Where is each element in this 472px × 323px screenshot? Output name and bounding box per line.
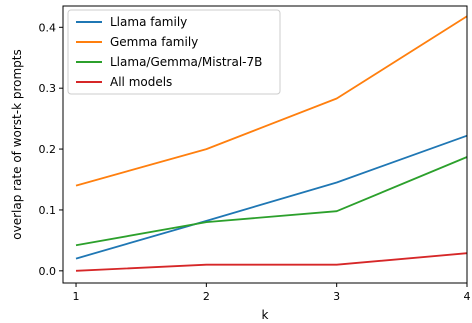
x-axis-ticks: 1 2 3 4 bbox=[73, 283, 471, 303]
series-line-1 bbox=[75, 134, 468, 260]
y-tick-label: 0.0 bbox=[39, 265, 57, 278]
series-line-2 bbox=[75, 15, 468, 187]
x-tick-label: 3 bbox=[333, 290, 340, 303]
legend-label: Gemma family bbox=[110, 35, 198, 49]
x-tick-label: 4 bbox=[464, 290, 471, 303]
x-tick-label: 1 bbox=[73, 290, 80, 303]
series-line-3 bbox=[75, 156, 468, 247]
y-tick-label: 0.1 bbox=[39, 204, 57, 217]
y-axis-label: overlap rate of worst-k prompts bbox=[10, 49, 24, 239]
plot-frame bbox=[62, 5, 468, 284]
legend-label: Llama family bbox=[110, 15, 187, 29]
x-tick-label: 2 bbox=[203, 290, 210, 303]
y-axis-ticks: 0.0 0.1 0.2 0.3 0.4 bbox=[39, 21, 63, 278]
legend-box bbox=[67, 9, 281, 95]
y-tick-label: 0.3 bbox=[39, 82, 57, 95]
legend: Llama family Gemma family Llama/Gemma/Mist… bbox=[67, 9, 281, 95]
plot-lines bbox=[75, 15, 468, 272]
series-line-4 bbox=[75, 252, 468, 272]
axes: 1 2 3 4 0.0 0.1 0.2 0.3 0.4 bbox=[39, 5, 471, 303]
y-tick-label: 0.4 bbox=[39, 21, 57, 34]
legend-label: All models bbox=[110, 75, 172, 89]
x-axis-label: k bbox=[262, 308, 269, 322]
y-tick-label: 0.2 bbox=[39, 143, 57, 156]
legend-label: Llama/Gemma/Mistral-7B bbox=[110, 55, 262, 69]
